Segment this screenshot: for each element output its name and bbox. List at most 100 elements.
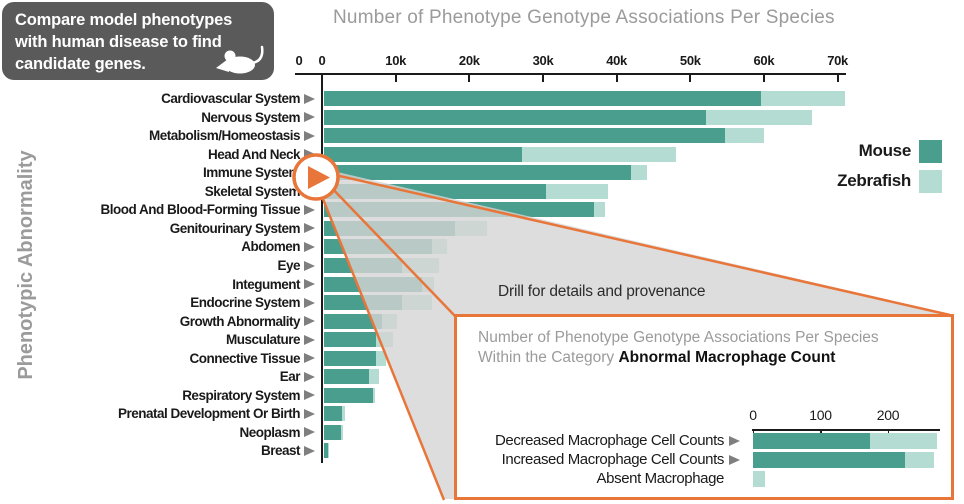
mouse-bar-segment[interactable] (324, 239, 433, 255)
inset-x-tick-label: 0 (749, 407, 757, 423)
drill-arrow-icon[interactable] (304, 93, 315, 104)
inset-mouse-bar-segment[interactable] (753, 433, 870, 449)
drill-arrow-icon[interactable] (304, 408, 315, 419)
mouse-bar-segment[interactable] (324, 295, 403, 311)
mouse-bar-segment[interactable] (324, 165, 632, 181)
inset-title-line2: Within the Category Abnormal Macrophage … (478, 349, 836, 366)
bar-row (324, 183, 608, 199)
inset-drill-arrow-icon[interactable] (729, 436, 740, 446)
category-label: Musculature (225, 332, 301, 348)
drill-arrow-icon[interactable] (304, 186, 315, 197)
zebrafish-bar-segment[interactable] (522, 146, 676, 162)
drill-arrow-icon[interactable] (304, 371, 315, 382)
category-label: Connective Tissue (189, 350, 300, 366)
drill-arrow-icon[interactable] (304, 204, 315, 215)
category-label: Genitourinary System (169, 220, 301, 236)
mouse-bar-segment[interactable] (324, 350, 377, 366)
drill-arrow-icon[interactable] (304, 390, 315, 401)
drill-arrow-icon[interactable] (304, 112, 315, 122)
zebrafish-bar-segment[interactable] (455, 220, 487, 236)
zebrafish-bar-segment[interactable] (327, 443, 330, 459)
inset-x-tick-label: 200 (876, 407, 900, 423)
inset-category-label: Absent Macrophage (596, 470, 725, 487)
zebrafish-bar-segment[interactable] (402, 295, 433, 311)
inset-bar-row (753, 452, 934, 468)
category-label: Neoplasm (239, 424, 300, 440)
category-label: Breast (260, 443, 301, 459)
drill-arrow-icon[interactable] (304, 297, 315, 308)
drill-arrow-icon[interactable] (304, 167, 315, 178)
legend-item: Zebrafish (760, 169, 942, 193)
drill-arrow-icon[interactable] (304, 130, 315, 141)
x-tick-mark (321, 74, 323, 87)
drill-arrow-icon[interactable] (304, 353, 315, 364)
legend-swatch (919, 139, 942, 163)
inset-mouse-bar-segment[interactable] (753, 452, 905, 468)
category-label: Prenatal Development Or Birth (117, 406, 301, 422)
drill-callout-label: Drill for details and provenance (498, 283, 706, 300)
inset-drill-arrow-icon[interactable] (729, 455, 740, 465)
bar-row (324, 128, 765, 144)
zebrafish-bar-segment[interactable] (631, 165, 647, 181)
mouse-bar-segment[interactable] (324, 109, 706, 125)
zebrafish-bar-segment[interactable] (402, 258, 439, 273)
category-label: Growth Abnormality (179, 313, 301, 329)
mouse-bar-segment[interactable] (324, 146, 523, 162)
zebrafish-bar-segment[interactable] (545, 183, 608, 199)
mouse-bar-segment[interactable] (324, 128, 725, 144)
inset-x-tick-label: 100 (809, 407, 832, 423)
drill-arrow-icon[interactable] (304, 279, 315, 289)
zebrafish-bar-segment[interactable] (705, 109, 812, 125)
drill-arrow-icon[interactable] (304, 223, 315, 234)
mouse-bar-segment[interactable] (324, 183, 546, 199)
bar-row (324, 202, 605, 218)
x-tick-label: 30k (532, 53, 554, 68)
inset-title: Number of Phenotype Genotype Association… (478, 328, 879, 368)
mouse-bar-segment[interactable] (324, 406, 342, 422)
inset-zebrafish-bar-segment[interactable] (869, 433, 938, 449)
zebrafish-bar-segment[interactable] (760, 91, 846, 106)
mouse-bar-segment[interactable] (324, 369, 369, 385)
mouse-bar-segment[interactable] (324, 313, 383, 329)
inset-panel: Number of Phenotype Genotype Association… (454, 314, 954, 500)
mouse-bar-segment[interactable] (324, 91, 761, 106)
zebrafish-bar-segment[interactable] (432, 239, 447, 255)
drill-arrow-icon[interactable] (304, 149, 315, 160)
zebrafish-bar-segment[interactable] (368, 369, 380, 385)
zebrafish-bar-segment[interactable] (340, 424, 344, 440)
zebrafish-bar-segment[interactable] (422, 276, 434, 292)
mouse-bar-segment[interactable] (324, 424, 341, 440)
mouse-bar-segment[interactable] (324, 220, 456, 236)
mouse-bar-segment[interactable] (324, 387, 373, 403)
inset-axis-line (752, 429, 940, 431)
inset-title-line1: Number of Phenotype Genotype Association… (478, 329, 879, 346)
mouse-bar-segment[interactable] (324, 276, 422, 292)
inset-x-tick-mark (752, 429, 754, 435)
mouse-bar-segment[interactable] (324, 258, 403, 273)
inset-x-tick-mark (887, 429, 889, 435)
drill-arrow-icon[interactable] (304, 316, 315, 327)
y-axis-line (321, 73, 323, 463)
category-label: Eye (277, 258, 300, 273)
mouse-bar-segment[interactable] (324, 202, 594, 218)
zebrafish-bar-segment[interactable] (382, 313, 397, 329)
drill-arrow-icon[interactable] (304, 445, 315, 456)
category-label: Immune System (202, 165, 301, 181)
drill-arrow-icon[interactable] (304, 241, 315, 252)
zebrafish-bar-segment[interactable] (372, 387, 375, 403)
bar-row (324, 276, 434, 292)
zebrafish-bar-segment[interactable] (724, 128, 765, 144)
category-label: Skeletal System (204, 183, 301, 199)
zebrafish-bar-segment[interactable] (593, 202, 605, 218)
drill-arrow-icon[interactable] (304, 260, 315, 271)
category-label: Ear (279, 369, 301, 385)
drill-arrow-icon[interactable] (304, 334, 315, 345)
inset-zebrafish-bar-segment[interactable] (904, 452, 934, 468)
drill-arrow-icon[interactable] (304, 427, 315, 438)
zebrafish-bar-segment[interactable] (376, 332, 394, 348)
mouse-bar-segment[interactable] (324, 332, 377, 348)
info-line-1: Compare model phenotypes (15, 11, 233, 29)
inset-zebrafish-bar-segment[interactable] (753, 471, 766, 487)
zebrafish-bar-segment[interactable] (376, 350, 386, 366)
zebrafish-bar-segment[interactable] (341, 406, 345, 422)
